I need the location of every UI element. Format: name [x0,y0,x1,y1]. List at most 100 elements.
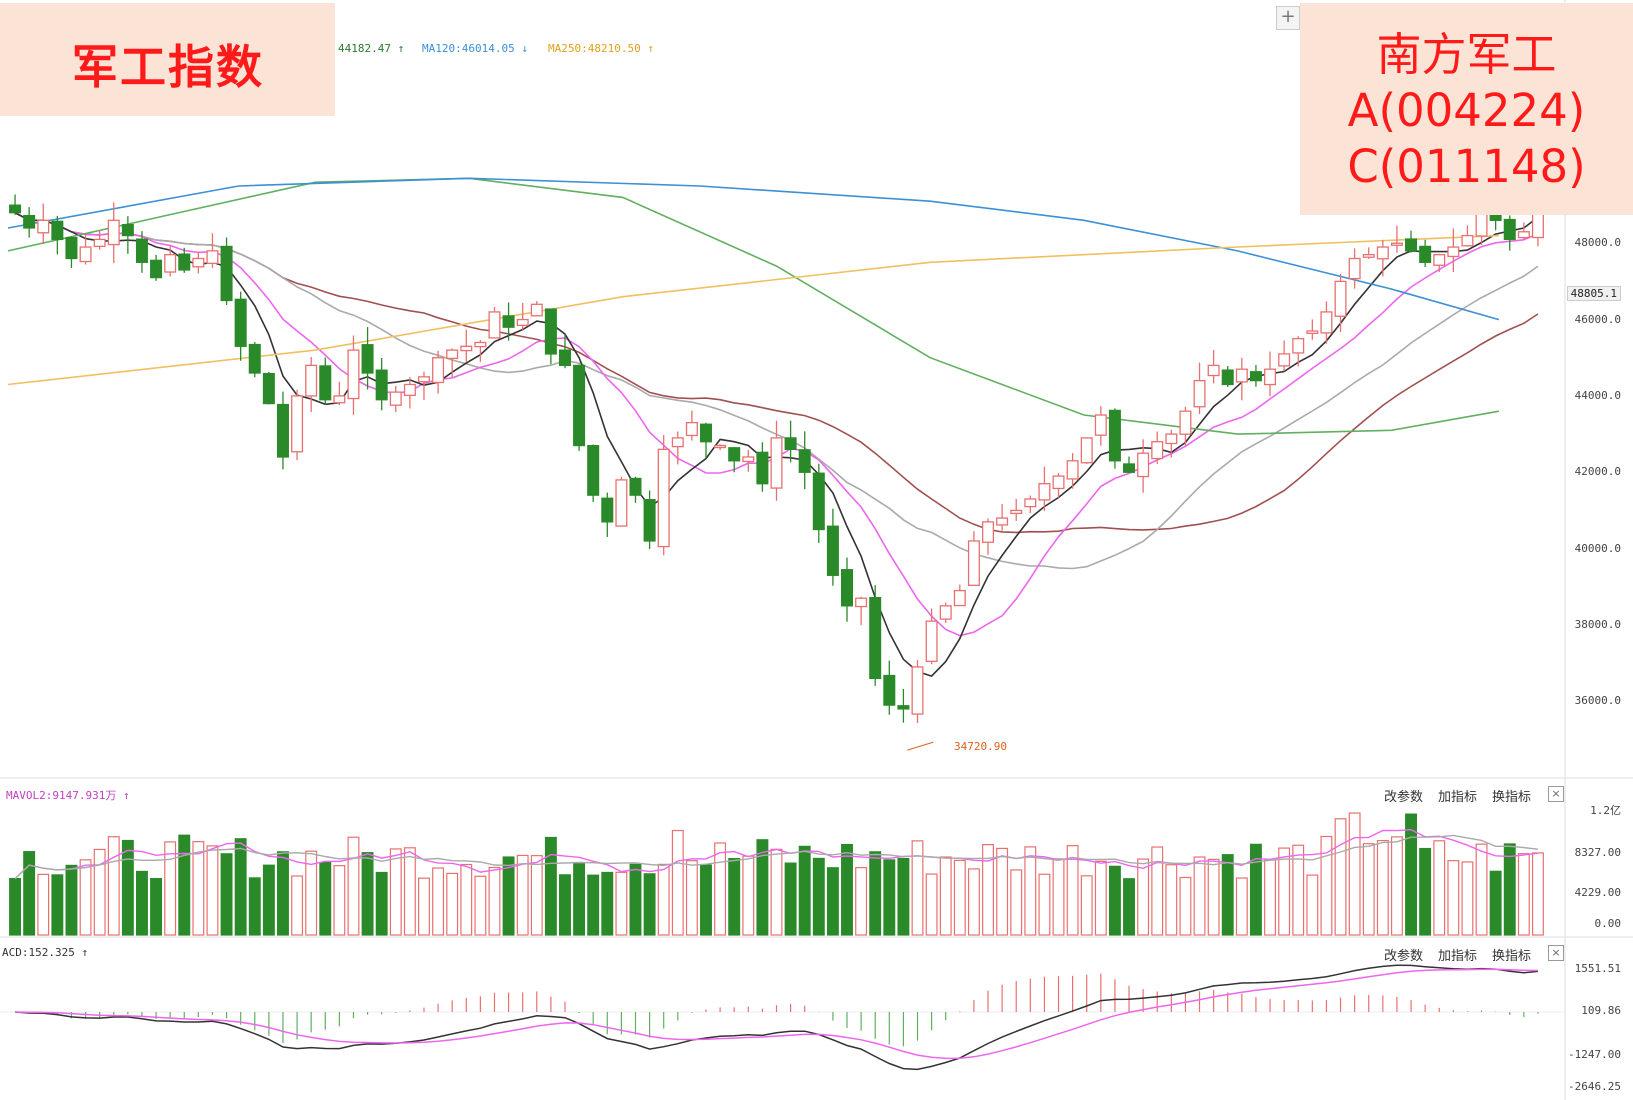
add-indicator-plus-button[interactable]: + [1276,6,1300,30]
macd-dif-line [15,964,1538,1071]
volume-bar [911,840,924,936]
candle-body [417,376,430,383]
volume-bar [389,848,402,936]
volume-bar [1376,839,1389,936]
candle-body [770,437,783,489]
ma-legend-ma250: MA250:48210.50 ↑ [548,42,654,55]
candle-body [615,479,628,527]
volume-bar [1405,813,1417,936]
candle-body [840,569,854,607]
volume-bar [1503,843,1516,936]
low-price-annotation: 34720.90 [954,740,1007,753]
macd-axis-label: 1551.51 [1574,962,1621,975]
volume-bar [1235,877,1248,936]
volume-bar [291,875,304,936]
volume-bar [1165,864,1178,936]
volume-bar [784,862,797,936]
candle-body [361,344,374,374]
candle-body [150,259,163,279]
macd-close-button[interactable]: × [1548,945,1564,961]
macd-lines [15,964,1538,1071]
volume-bar [1193,856,1206,936]
volume-switch-indicator-button[interactable]: 换指标 [1492,790,1532,805]
candle-body [1235,368,1248,383]
candle-body [1517,231,1530,239]
volume-params-button[interactable]: 改参数 [1384,790,1424,805]
volume-bar [164,841,177,936]
candle-body [164,254,177,273]
candle-body [1489,214,1502,221]
volume-ma-lines [14,828,1538,880]
volume-bar [121,839,134,936]
volume-bar [192,841,205,936]
volume-bar [559,874,571,936]
candle-body [1447,246,1460,258]
candle-body [51,220,64,241]
volume-bar [150,878,163,936]
volume-bar [756,839,769,936]
candle-body [1080,437,1093,464]
volume-bar [432,867,445,936]
candle-body [37,219,50,234]
candle-body [192,257,205,268]
volume-bar [375,871,388,936]
candle-body [23,214,36,229]
volume-bar [685,860,698,936]
candle-body [403,383,416,397]
candle-body [925,620,938,662]
candle-body [1165,433,1178,445]
macd-histogram [28,973,1539,1047]
candle-body [1292,338,1305,354]
macd-add-indicator-button[interactable]: 加指标 [1438,949,1478,964]
volume-add-indicator-button[interactable]: 加指标 [1438,790,1478,805]
volume-bar [1489,870,1502,936]
candle-body [206,250,219,264]
candle-body [1433,254,1446,266]
price-axis-label: 44000.0 [1574,388,1621,402]
candle-body [855,597,868,608]
candle-body [671,437,684,448]
volume-close-button[interactable]: × [1548,786,1564,802]
candle-body [432,357,445,384]
candle-body [107,219,120,246]
macd-params-button[interactable]: 改参数 [1384,949,1424,964]
volume-axis-label: 8327.00 [1574,846,1621,859]
candle-body [699,423,713,443]
candle-body [291,395,304,453]
candle-body [1264,368,1277,386]
candle-body [178,253,191,271]
candle-body [276,403,289,458]
annotations [907,741,934,751]
volume-bar [1517,853,1530,936]
candle-body [375,369,388,401]
volume-bar [1123,878,1135,936]
volume-bar [1306,874,1319,936]
volume-bar [1151,846,1164,936]
candle-body [1249,371,1262,382]
volume-bar [9,877,22,936]
candle-body [460,345,473,352]
candle-body [1221,369,1234,386]
candle-body [826,525,839,576]
volume-bar [728,858,741,936]
volume-bar [615,871,628,936]
volume-bar [93,848,106,936]
candle-body [220,245,233,302]
volume-bar [1278,847,1291,936]
ma-legend-ma120: MA120:46014.05 ↓ [422,42,528,55]
volume-bar [79,859,92,936]
price-axis-label: 38000.0 [1574,617,1621,631]
volume-bar [107,836,120,936]
volume-bar [220,853,233,936]
candle-body [65,236,78,260]
volume-bar [319,861,332,936]
volume-bar [361,852,374,936]
candle-body [558,349,571,367]
candle-body [756,451,769,485]
volume-bar [1108,865,1121,936]
macd-switch-indicator-button[interactable]: 换指标 [1492,949,1532,964]
volume-bar [1334,818,1347,936]
candle-body [333,395,346,404]
volume-bar [714,842,727,936]
candle-body [347,349,360,400]
